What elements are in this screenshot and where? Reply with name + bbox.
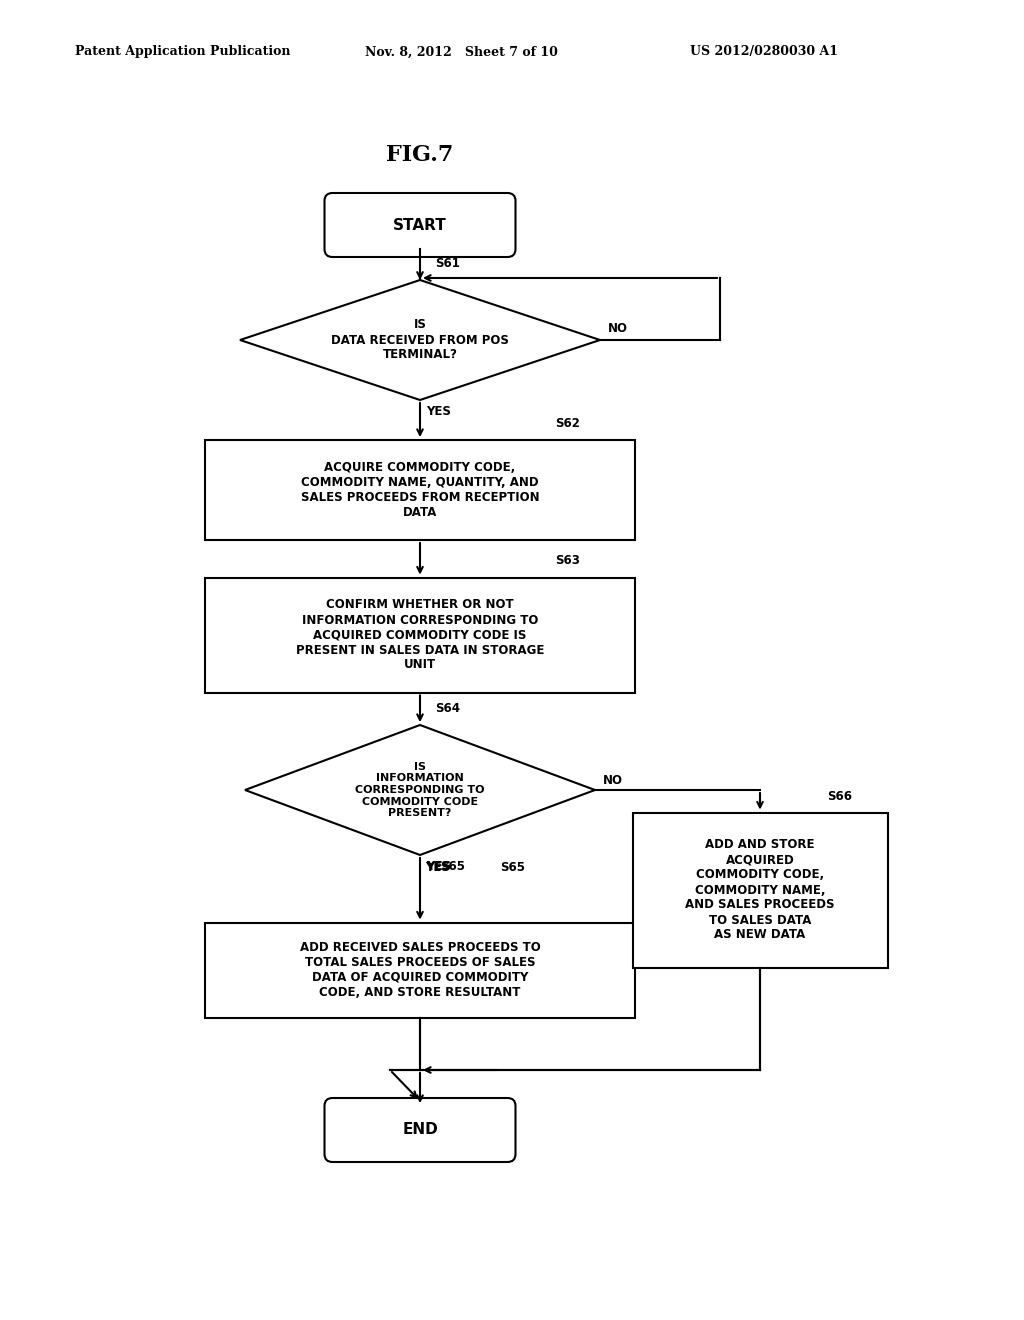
Polygon shape — [245, 725, 595, 855]
Text: ADD AND STORE
ACQUIRED
COMMODITY CODE,
COMMODITY NAME,
AND SALES PROCEEDS
TO SAL: ADD AND STORE ACQUIRED COMMODITY CODE, C… — [685, 838, 835, 941]
Text: START: START — [393, 218, 446, 232]
Text: CONFIRM WHETHER OR NOT
INFORMATION CORRESPONDING TO
ACQUIRED COMMODITY CODE IS
P: CONFIRM WHETHER OR NOT INFORMATION CORRE… — [296, 598, 544, 672]
Text: NO: NO — [608, 322, 628, 334]
FancyBboxPatch shape — [325, 1098, 515, 1162]
Text: END: END — [402, 1122, 438, 1138]
Text: Patent Application Publication: Patent Application Publication — [75, 45, 291, 58]
Bar — [205, 923, 635, 1018]
Text: S62: S62 — [555, 417, 580, 430]
Text: S65: S65 — [440, 861, 465, 873]
Text: US 2012/0280030 A1: US 2012/0280030 A1 — [690, 45, 838, 58]
Text: S61: S61 — [435, 257, 460, 271]
Text: YES: YES — [426, 861, 451, 873]
FancyBboxPatch shape — [325, 193, 515, 257]
Text: FIG.7: FIG.7 — [386, 144, 454, 166]
Text: YES: YES — [425, 861, 450, 874]
Text: S66: S66 — [827, 789, 853, 803]
Polygon shape — [240, 280, 600, 400]
Text: IS
INFORMATION
CORRESPONDING TO
COMMODITY CODE
PRESENT?: IS INFORMATION CORRESPONDING TO COMMODIT… — [355, 762, 484, 818]
Text: S65: S65 — [500, 861, 525, 874]
Text: YES: YES — [426, 861, 451, 873]
Text: S64: S64 — [435, 702, 460, 715]
Bar — [633, 813, 888, 968]
Text: NO: NO — [603, 774, 623, 787]
Text: S63: S63 — [555, 554, 580, 568]
Bar — [205, 578, 635, 693]
Text: ACQUIRE COMMODITY CODE,
COMMODITY NAME, QUANTITY, AND
SALES PROCEEDS FROM RECEPT: ACQUIRE COMMODITY CODE, COMMODITY NAME, … — [301, 461, 540, 519]
Text: Nov. 8, 2012   Sheet 7 of 10: Nov. 8, 2012 Sheet 7 of 10 — [365, 45, 558, 58]
Text: ADD RECEIVED SALES PROCEEDS TO
TOTAL SALES PROCEEDS OF SALES
DATA OF ACQUIRED CO: ADD RECEIVED SALES PROCEEDS TO TOTAL SAL… — [300, 941, 541, 999]
Bar — [205, 440, 635, 540]
Text: YES: YES — [426, 405, 451, 418]
Text: IS
DATA RECEIVED FROM POS
TERMINAL?: IS DATA RECEIVED FROM POS TERMINAL? — [331, 318, 509, 362]
